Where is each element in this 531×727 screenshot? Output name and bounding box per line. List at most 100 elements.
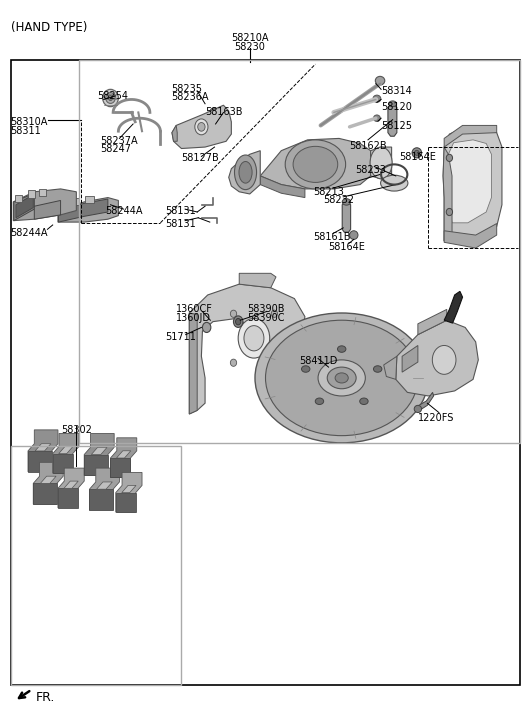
Text: 1220FS: 1220FS: [418, 412, 454, 422]
Text: 58161B: 58161B: [313, 232, 350, 242]
Text: 58390C: 58390C: [247, 313, 285, 323]
Polygon shape: [33, 483, 57, 505]
Polygon shape: [229, 150, 260, 194]
Polygon shape: [58, 489, 78, 507]
Text: 58213: 58213: [313, 187, 344, 197]
Polygon shape: [16, 195, 33, 218]
Text: 58237A: 58237A: [100, 135, 138, 145]
Ellipse shape: [211, 129, 217, 135]
Ellipse shape: [106, 92, 115, 103]
Text: 58230: 58230: [234, 41, 265, 52]
Text: 58311: 58311: [11, 126, 41, 136]
Polygon shape: [39, 189, 46, 196]
Polygon shape: [53, 433, 79, 473]
Polygon shape: [384, 356, 397, 379]
Ellipse shape: [239, 161, 252, 183]
Ellipse shape: [198, 123, 205, 131]
Polygon shape: [418, 393, 434, 411]
Text: 58310A: 58310A: [11, 117, 48, 126]
Polygon shape: [58, 199, 108, 222]
Ellipse shape: [102, 89, 118, 107]
Ellipse shape: [230, 310, 237, 318]
Text: 58163B: 58163B: [205, 107, 243, 116]
Ellipse shape: [373, 115, 380, 121]
Ellipse shape: [338, 346, 346, 353]
Ellipse shape: [285, 140, 346, 189]
Text: 58131: 58131: [166, 220, 196, 229]
Text: 58314: 58314: [381, 87, 412, 97]
Bar: [79, 60, 520, 443]
Ellipse shape: [244, 326, 264, 351]
Text: 58127B: 58127B: [182, 153, 219, 163]
Text: 58247: 58247: [100, 144, 131, 154]
Polygon shape: [97, 482, 113, 489]
Polygon shape: [59, 200, 67, 207]
Ellipse shape: [266, 320, 418, 435]
Ellipse shape: [302, 366, 310, 372]
Text: 58302: 58302: [61, 425, 92, 435]
Ellipse shape: [446, 154, 452, 161]
Polygon shape: [211, 113, 216, 143]
Text: FR.: FR.: [36, 691, 55, 704]
Text: 58162B: 58162B: [349, 141, 387, 151]
Polygon shape: [110, 438, 137, 478]
Text: 58244A: 58244A: [11, 228, 48, 238]
Polygon shape: [443, 127, 502, 242]
Ellipse shape: [318, 360, 365, 396]
Ellipse shape: [335, 373, 348, 383]
Polygon shape: [110, 458, 131, 478]
Polygon shape: [447, 140, 492, 222]
Text: 58125: 58125: [381, 121, 412, 131]
Polygon shape: [15, 195, 22, 202]
Text: 58235: 58235: [171, 84, 202, 94]
Polygon shape: [58, 198, 118, 222]
Polygon shape: [342, 203, 350, 232]
Ellipse shape: [255, 313, 429, 443]
Polygon shape: [260, 176, 305, 198]
Ellipse shape: [415, 150, 419, 156]
Ellipse shape: [389, 101, 397, 107]
Polygon shape: [84, 454, 108, 475]
Ellipse shape: [327, 367, 356, 389]
Ellipse shape: [381, 175, 408, 191]
Text: 58233: 58233: [355, 165, 386, 175]
Bar: [11, 446, 182, 685]
Polygon shape: [90, 489, 113, 510]
Polygon shape: [172, 126, 177, 141]
Polygon shape: [85, 196, 93, 204]
Polygon shape: [40, 476, 56, 483]
Text: 58232: 58232: [323, 196, 354, 206]
Ellipse shape: [238, 318, 270, 358]
Polygon shape: [402, 345, 418, 372]
Polygon shape: [190, 313, 197, 414]
Polygon shape: [116, 493, 136, 512]
Polygon shape: [444, 292, 463, 323]
Text: 58236A: 58236A: [171, 92, 209, 103]
Polygon shape: [418, 310, 447, 334]
Text: 58254: 58254: [97, 91, 129, 101]
Ellipse shape: [446, 209, 452, 216]
Text: 58244A: 58244A: [105, 206, 143, 216]
Polygon shape: [91, 447, 107, 454]
Ellipse shape: [236, 318, 241, 325]
Polygon shape: [190, 284, 305, 414]
Ellipse shape: [230, 359, 237, 366]
Text: 58210A: 58210A: [231, 33, 269, 43]
Ellipse shape: [412, 148, 422, 158]
Polygon shape: [35, 443, 51, 451]
Ellipse shape: [234, 316, 243, 327]
Polygon shape: [371, 147, 391, 179]
Ellipse shape: [349, 230, 358, 239]
Ellipse shape: [414, 406, 422, 412]
Ellipse shape: [209, 127, 219, 138]
Polygon shape: [239, 273, 276, 288]
Polygon shape: [443, 147, 452, 241]
Polygon shape: [13, 189, 76, 221]
Polygon shape: [33, 462, 63, 505]
Text: 58390B: 58390B: [247, 305, 285, 314]
Text: 1360JD: 1360JD: [176, 313, 211, 323]
Ellipse shape: [235, 155, 256, 190]
Polygon shape: [116, 473, 142, 512]
Ellipse shape: [373, 95, 381, 103]
Text: (HAND TYPE): (HAND TYPE): [11, 21, 87, 34]
